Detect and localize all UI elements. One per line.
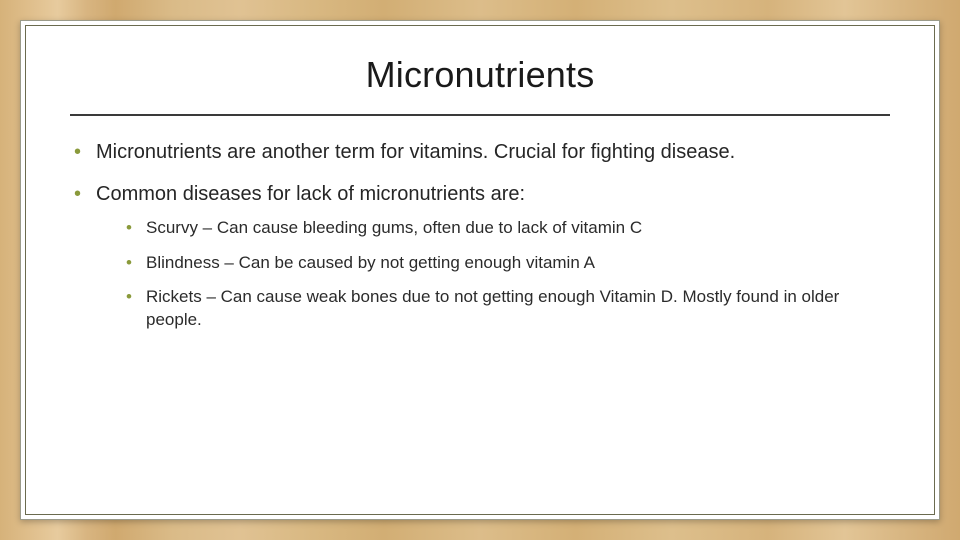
bullet-text: Blindness – Can be caused by not getting…: [146, 253, 595, 272]
list-item: Rickets – Can cause weak bones due to no…: [122, 286, 890, 331]
slide-title: Micronutrients: [70, 54, 890, 116]
bullet-list-level2: Scurvy – Can cause bleeding gums, often …: [96, 217, 890, 331]
slide-card: Micronutrients Micronutrients are anothe…: [20, 20, 940, 520]
list-item: Blindness – Can be caused by not getting…: [122, 252, 890, 274]
bullet-list-level1: Micronutrients are another term for vita…: [70, 140, 890, 331]
slide-inner-frame: Micronutrients Micronutrients are anothe…: [25, 25, 935, 515]
bullet-text: Common diseases for lack of micronutrien…: [96, 183, 525, 205]
bullet-text: Micronutrients are another term for vita…: [96, 141, 735, 163]
list-item: Common diseases for lack of micronutrien…: [70, 182, 890, 331]
bullet-text: Scurvy – Can cause bleeding gums, often …: [146, 218, 642, 237]
list-item: Micronutrients are another term for vita…: [70, 140, 890, 166]
list-item: Scurvy – Can cause bleeding gums, often …: [122, 217, 890, 239]
bullet-text: Rickets – Can cause weak bones due to no…: [146, 287, 839, 328]
